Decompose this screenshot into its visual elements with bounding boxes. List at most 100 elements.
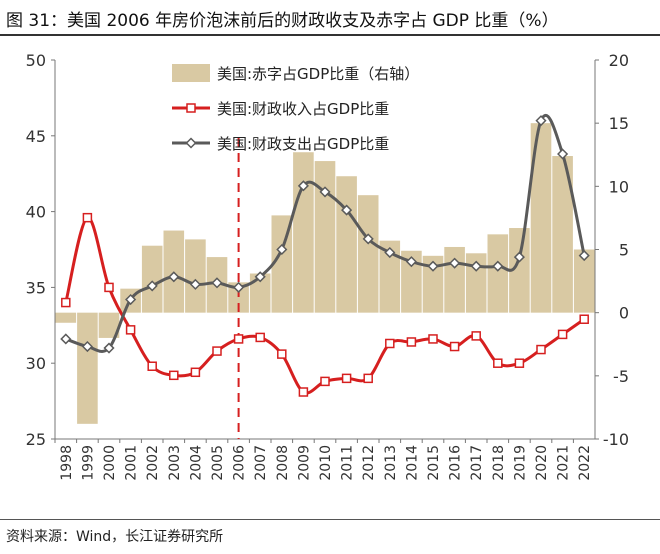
expenditure-point — [535, 115, 547, 127]
deficit-bar — [185, 239, 206, 313]
deficit-bar — [336, 176, 357, 313]
left-tick-label: 35 — [26, 278, 46, 297]
expenditure-point — [276, 243, 288, 256]
x-tick-label: 2014 — [404, 445, 420, 481]
left-tick-label: 25 — [26, 430, 46, 449]
left-tick-label: 50 — [26, 51, 46, 70]
revenue-point — [277, 349, 287, 359]
x-tick-label: 2002 — [145, 445, 161, 481]
expenditure-point — [427, 260, 439, 272]
deficit-bar — [465, 253, 487, 313]
right-tick-label: 10 — [609, 177, 629, 196]
revenue-point — [298, 387, 309, 397]
right-tick-label: 0 — [619, 304, 629, 323]
revenue-point — [190, 367, 201, 378]
deficit-bar — [530, 123, 552, 313]
expenditure-point — [319, 186, 331, 198]
x-tick-label: 2007 — [253, 445, 269, 481]
expenditure-point — [60, 333, 72, 345]
expenditure-point — [254, 271, 266, 283]
x-tick-label: 2004 — [188, 445, 204, 481]
legend-label: 美国:财政支出占GDP比重 — [217, 135, 389, 153]
x-tick-label: 2022 — [577, 445, 593, 481]
expenditure-point — [449, 257, 461, 269]
revenue-point — [233, 334, 244, 344]
revenue-point — [212, 346, 222, 356]
source-note: 资料来源：Wind，长江证券研究所 — [6, 529, 224, 545]
x-tick-label: 2006 — [232, 445, 248, 481]
revenue-point — [147, 361, 157, 371]
deficit-bar — [401, 250, 422, 313]
x-tick-label: 2011 — [340, 445, 356, 481]
x-tick-label: 2005 — [210, 445, 226, 481]
expenditure-point — [384, 246, 396, 259]
figure-title: 图 31：美国 2006 年房价泡沫前后的财政收支及赤字占 GDP 比重（%） — [6, 11, 559, 31]
expenditure-point — [557, 148, 569, 160]
revenue-point — [125, 325, 136, 335]
expenditure-point — [168, 271, 180, 283]
x-tick-label: 1999 — [80, 445, 96, 481]
revenue-point — [385, 338, 395, 349]
revenue-point — [406, 337, 417, 347]
deficit-bar — [77, 312, 98, 424]
revenue-point — [493, 358, 503, 368]
expenditure-point — [362, 233, 374, 245]
expenditure-point — [470, 260, 482, 272]
expenditure-point — [492, 260, 504, 272]
expenditure-point — [341, 204, 353, 216]
legend-label: 美国:赤字占GDP比重（右轴） — [217, 65, 419, 83]
x-tick-label: 2001 — [124, 445, 140, 481]
revenue-point — [449, 341, 460, 352]
right-tick-label: -5 — [613, 367, 629, 386]
right-tick-label: 15 — [609, 114, 629, 133]
x-tick-label: 2013 — [383, 445, 399, 481]
revenue-point — [579, 314, 589, 324]
expenditure-point — [103, 342, 115, 354]
revenue-point — [536, 344, 546, 355]
deficit-bar — [249, 273, 271, 313]
expenditure-point — [189, 278, 201, 290]
deficit-bar — [228, 282, 249, 313]
left-tick-label: 45 — [26, 127, 46, 146]
deficit-bar — [509, 228, 530, 313]
deficit-bar — [55, 312, 77, 323]
expenditure-point — [297, 180, 309, 192]
x-tick-label: 2012 — [361, 445, 377, 481]
revenue-point — [428, 334, 438, 344]
x-tick-label: 2017 — [469, 445, 485, 481]
x-tick-label: 2003 — [167, 445, 183, 481]
expenditure-point — [578, 250, 590, 262]
legend-label: 美国:财政收入占GDP比重 — [217, 100, 389, 118]
revenue-point — [169, 370, 179, 381]
deficit-bar — [573, 249, 595, 313]
expenditure-point — [81, 340, 93, 353]
x-tick-label: 2015 — [426, 445, 442, 481]
x-tick-label: 2008 — [275, 445, 291, 481]
deficit-bar — [487, 234, 509, 313]
right-tick-label: -10 — [603, 430, 629, 449]
expenditure-point — [125, 293, 137, 306]
revenue-point — [341, 373, 352, 384]
x-tick-label: 1998 — [59, 445, 75, 481]
x-tick-label: 2021 — [556, 445, 572, 481]
revenue-point — [363, 373, 373, 384]
deficit-bar — [293, 152, 314, 313]
deficit-bar — [357, 195, 379, 313]
expenditure-point — [211, 277, 223, 289]
deficit-bar — [98, 312, 120, 338]
expenditure-point — [233, 281, 245, 293]
revenue-point — [320, 376, 330, 387]
left-tick-label: 40 — [26, 203, 46, 222]
expenditure-point — [146, 280, 158, 292]
legend-swatch-marker — [186, 103, 196, 113]
x-tick-label: 2000 — [102, 445, 118, 481]
revenue-point — [61, 297, 71, 308]
expenditure-point — [513, 251, 525, 263]
revenue-point — [514, 358, 525, 368]
x-tick-label: 2010 — [318, 445, 334, 481]
deficit-bar — [141, 245, 163, 313]
header-divider — [0, 34, 660, 36]
expenditure-point — [405, 256, 417, 268]
x-tick-label: 2020 — [534, 445, 550, 481]
deficit-bar — [379, 240, 401, 313]
